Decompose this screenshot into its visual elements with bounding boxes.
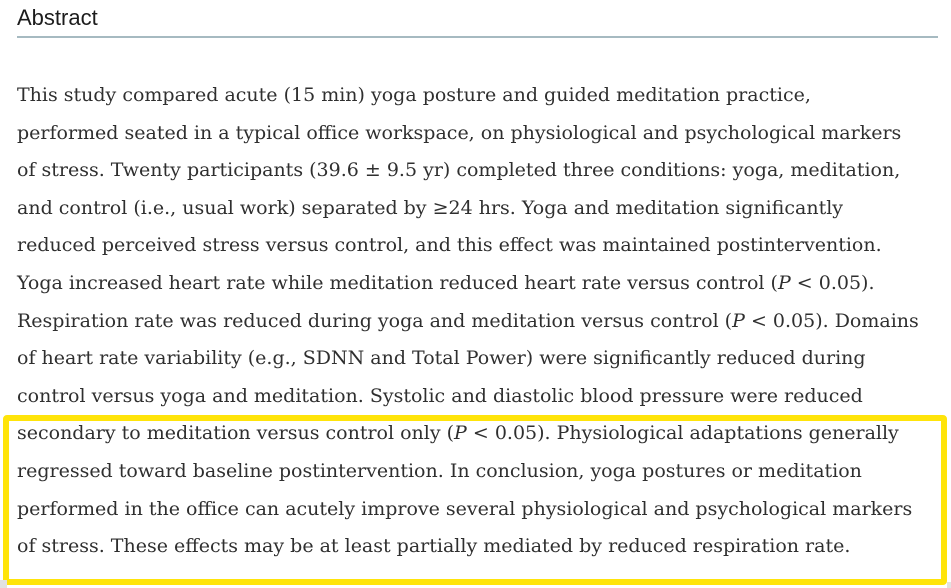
- abstract-line: This study compared acute (15 min) yoga …: [17, 84, 811, 106]
- abstract-line: control versus yoga and meditation. Syst…: [17, 384, 863, 407]
- abstract-line: and control (i.e., usual work) separated…: [17, 196, 844, 219]
- abstract-line: reduced perceived stress versus control,…: [17, 234, 882, 257]
- abstract-line: regressed toward baseline postinterventi…: [17, 459, 862, 482]
- heading-divider: [17, 36, 938, 38]
- abstract-line: Respiration rate was reduced during yoga…: [17, 309, 919, 332]
- abstract-line: of stress. These effects may be at least…: [17, 535, 851, 558]
- section-heading: Abstract: [17, 5, 98, 30]
- window-edge-artifact: [947, 582, 951, 588]
- window-edge-artifact: [0, 580, 7, 588]
- abstract-line: performed seated in a typical office wor…: [17, 121, 902, 144]
- abstract-paragraph: This study compared acute (15 min) yoga …: [17, 77, 947, 566]
- abstract-line: performed in the office can acutely impr…: [17, 497, 913, 520]
- abstract-line: of stress. Twenty participants (39.6 ± 9…: [17, 159, 901, 182]
- abstract-line: Yoga increased heart rate while meditati…: [17, 271, 875, 294]
- abstract-line: of heart rate variability (e.g., SDNN an…: [17, 347, 866, 370]
- abstract-line: secondary to meditation versus control o…: [17, 422, 899, 445]
